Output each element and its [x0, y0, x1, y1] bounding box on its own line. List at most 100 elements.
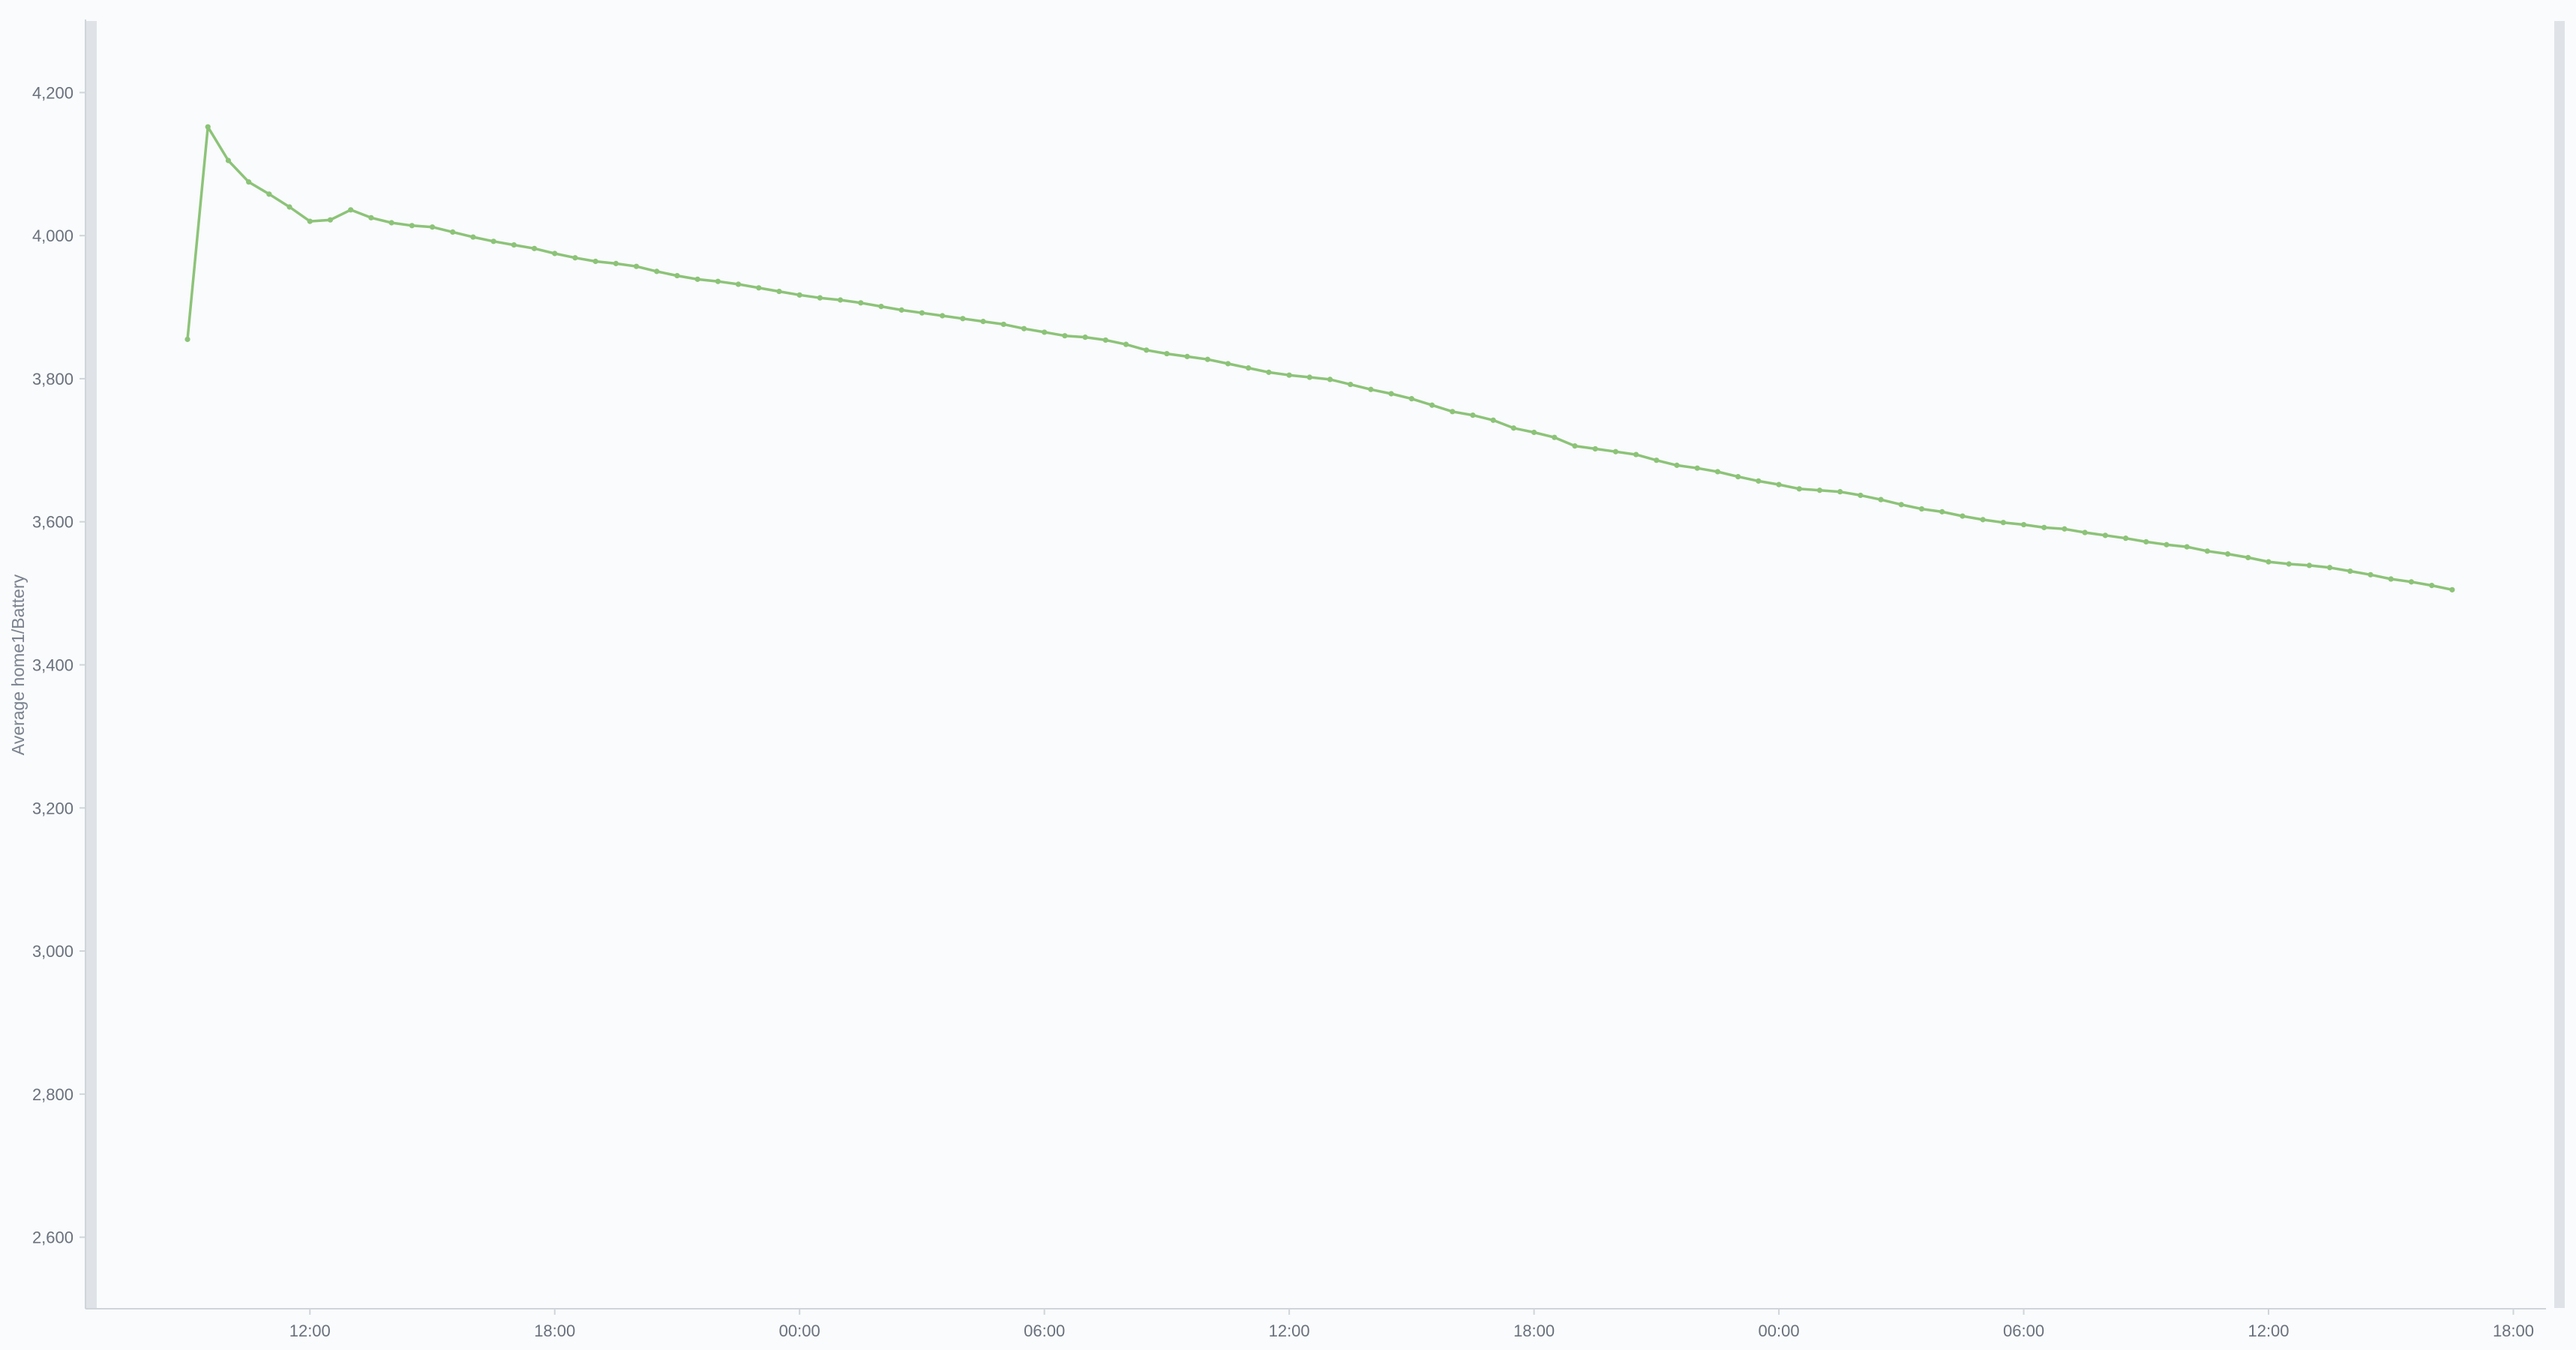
data-point — [2449, 586, 2455, 592]
data-point — [1735, 474, 1741, 480]
data-point — [2327, 565, 2333, 571]
data-point — [2102, 532, 2108, 538]
data-point — [592, 258, 598, 265]
data-point — [2020, 521, 2027, 528]
data-point — [2082, 530, 2088, 536]
data-point — [511, 242, 517, 248]
data-point — [878, 304, 884, 310]
data-point — [1266, 369, 1272, 375]
data-point — [2347, 568, 2353, 574]
data-point — [858, 300, 864, 306]
data-point — [776, 288, 782, 295]
data-point — [1429, 402, 1435, 408]
data-point — [2388, 576, 2394, 582]
data-point — [898, 307, 904, 313]
range-handle-right[interactable] — [2554, 21, 2565, 1308]
data-point — [388, 220, 394, 226]
data-point — [1633, 452, 1639, 458]
data-point — [735, 281, 742, 287]
data-point — [2122, 536, 2129, 542]
data-point — [1756, 478, 1762, 484]
data-point — [1612, 448, 1619, 454]
data-point — [1796, 486, 1802, 492]
data-point — [960, 316, 966, 322]
data-point — [1306, 374, 1312, 380]
data-point — [1000, 321, 1006, 328]
data-point — [2368, 572, 2374, 578]
x-tick-label: 18:00 — [534, 1322, 575, 1340]
data-point — [552, 250, 558, 256]
data-point — [1082, 334, 1088, 340]
data-point — [1348, 381, 1354, 388]
data-point — [2164, 542, 2170, 548]
data-point — [715, 278, 721, 284]
data-point — [286, 204, 292, 210]
data-point — [654, 268, 660, 274]
data-point — [613, 260, 619, 266]
data-point — [409, 223, 415, 229]
data-point — [348, 207, 354, 213]
data-point — [205, 124, 211, 130]
data-point — [1714, 469, 1721, 475]
data-point — [1654, 458, 1660, 464]
x-tick-label: 18:00 — [1513, 1322, 1555, 1340]
data-point — [2429, 583, 2435, 589]
axes — [85, 20, 2546, 1310]
x-tick-label: 18:00 — [2493, 1322, 2534, 1340]
range-handles — [85, 21, 2565, 1308]
tick-labels: 2,600 2,800 3,000 3,200 3,400 3,600 3,800 4,000… — [32, 83, 2534, 1340]
x-tick-label: 06:00 — [2003, 1322, 2044, 1340]
data-point — [307, 218, 313, 224]
data-point — [1898, 502, 1904, 508]
data-point — [2062, 526, 2068, 532]
y-tick-label: 3,000 — [32, 942, 73, 961]
data-point — [1062, 333, 1068, 339]
data-point — [1939, 508, 1945, 514]
data-point — [1531, 429, 1537, 436]
data-point — [919, 310, 925, 316]
data-point — [1388, 391, 1394, 397]
data-point — [1246, 365, 1252, 371]
data-point — [2184, 544, 2190, 550]
series-layer — [184, 124, 2455, 592]
data-point — [1102, 337, 1108, 344]
range-handle-left[interactable] — [85, 21, 97, 1308]
series-line — [186, 125, 2454, 592]
x-tick-label: 00:00 — [1759, 1322, 1800, 1340]
data-point — [490, 238, 496, 244]
data-point — [796, 292, 802, 298]
data-point — [1572, 443, 1578, 449]
data-point — [2041, 524, 2047, 530]
data-point — [1837, 489, 1843, 495]
data-point — [1327, 376, 1333, 382]
data-point — [1144, 347, 1150, 353]
data-point — [1042, 329, 1048, 335]
data-point — [1470, 412, 1476, 418]
y-tick-label: 3,200 — [32, 799, 73, 818]
data-point — [572, 255, 578, 261]
data-point — [2143, 538, 2149, 545]
data-point — [1368, 386, 1374, 392]
data-point — [2306, 562, 2313, 568]
data-point — [2408, 579, 2415, 585]
data-point — [2245, 554, 2251, 561]
data-point — [1918, 506, 1925, 512]
x-tick-label: 06:00 — [1024, 1322, 1065, 1340]
data-point — [184, 336, 190, 343]
data-point — [1490, 417, 1496, 423]
data-point — [756, 285, 762, 291]
data-point — [2286, 561, 2292, 567]
data-point — [2000, 520, 2006, 526]
data-point — [1592, 446, 1598, 452]
y-tick-label: 4,200 — [32, 83, 73, 102]
data-point — [246, 179, 252, 185]
data-point — [1980, 517, 1986, 523]
data-point — [633, 263, 640, 269]
data-point — [1164, 350, 1170, 357]
data-point — [1694, 465, 1700, 471]
data-point — [1123, 341, 1129, 347]
data-point — [1021, 326, 1027, 332]
data-point — [1286, 372, 1292, 378]
